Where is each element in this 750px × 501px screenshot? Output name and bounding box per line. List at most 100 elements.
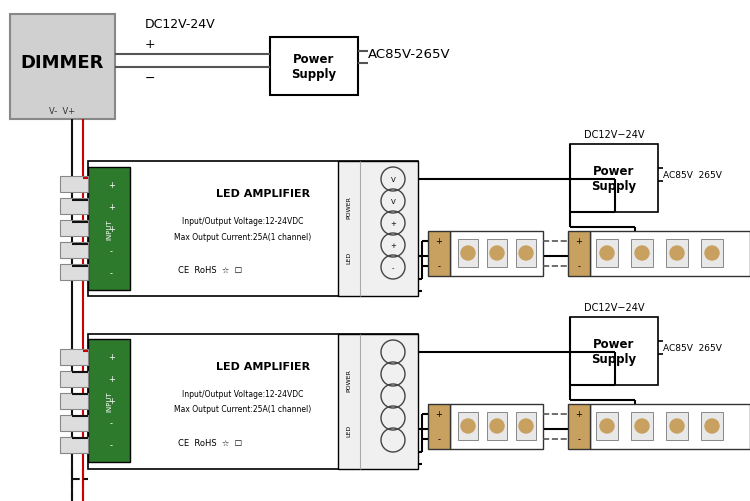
Text: -: - bbox=[110, 269, 112, 278]
Bar bbox=[596, 239, 618, 268]
Text: INPUT: INPUT bbox=[106, 390, 112, 411]
Bar bbox=[631, 239, 653, 268]
Bar bbox=[60, 265, 88, 281]
Text: Max Output Current:25A(1 channel): Max Output Current:25A(1 channel) bbox=[174, 405, 312, 414]
Bar bbox=[428, 404, 450, 449]
Text: LED: LED bbox=[346, 423, 352, 436]
Text: -: - bbox=[437, 262, 440, 271]
Bar bbox=[88, 162, 418, 297]
Bar bbox=[590, 404, 750, 449]
Bar bbox=[666, 412, 688, 440]
Bar bbox=[458, 239, 478, 268]
Text: LED: LED bbox=[346, 251, 352, 263]
Text: -: - bbox=[578, 435, 580, 443]
Circle shape bbox=[519, 419, 533, 433]
Text: LED AMPLIFIER: LED AMPLIFIER bbox=[216, 188, 310, 198]
Text: Power
Supply: Power Supply bbox=[592, 337, 637, 365]
Bar bbox=[701, 412, 723, 440]
Text: -: - bbox=[392, 265, 394, 271]
Circle shape bbox=[600, 246, 614, 261]
Bar bbox=[487, 239, 507, 268]
Bar bbox=[458, 412, 478, 440]
Bar bbox=[666, 239, 688, 268]
Bar bbox=[60, 198, 88, 214]
Text: +: + bbox=[145, 38, 156, 51]
Text: +: + bbox=[436, 410, 442, 419]
Text: Power
Supply: Power Supply bbox=[292, 53, 337, 81]
Circle shape bbox=[670, 419, 684, 433]
Bar bbox=[60, 415, 88, 431]
Text: +: + bbox=[390, 242, 396, 248]
Text: CE  RoHS  ☆  ☐: CE RoHS ☆ ☐ bbox=[178, 438, 242, 446]
Text: DIMMER: DIMMER bbox=[21, 54, 104, 71]
Text: +: + bbox=[108, 353, 115, 362]
Text: DC12V−24V: DC12V−24V bbox=[584, 303, 644, 313]
Text: AC85V  265V: AC85V 265V bbox=[663, 343, 722, 352]
Text: AC85V  265V: AC85V 265V bbox=[663, 171, 722, 180]
Text: Power
Supply: Power Supply bbox=[592, 165, 637, 192]
Bar bbox=[88, 339, 130, 462]
Text: +: + bbox=[108, 375, 115, 384]
Circle shape bbox=[670, 246, 684, 261]
Bar bbox=[487, 412, 507, 440]
Bar bbox=[516, 412, 536, 440]
Text: POWER: POWER bbox=[346, 368, 352, 391]
Text: -: - bbox=[110, 419, 112, 428]
Text: +: + bbox=[108, 203, 115, 212]
Bar bbox=[428, 231, 450, 277]
Bar bbox=[570, 317, 658, 385]
Bar bbox=[701, 239, 723, 268]
Bar bbox=[60, 437, 88, 453]
Text: +: + bbox=[575, 237, 583, 246]
Text: -: - bbox=[437, 435, 440, 443]
Text: -: - bbox=[110, 440, 112, 449]
Bar bbox=[570, 145, 658, 212]
Text: Input/Output Voltage:12-24VDC: Input/Output Voltage:12-24VDC bbox=[182, 217, 304, 226]
Bar bbox=[590, 231, 750, 277]
Circle shape bbox=[519, 246, 533, 261]
Bar bbox=[60, 177, 88, 192]
Text: −: − bbox=[145, 72, 155, 85]
Text: +: + bbox=[108, 225, 115, 234]
Circle shape bbox=[705, 246, 719, 261]
Text: INPUT: INPUT bbox=[106, 219, 112, 239]
Text: +: + bbox=[575, 410, 583, 419]
Text: -: - bbox=[578, 262, 580, 271]
Bar bbox=[270, 38, 358, 96]
Bar bbox=[568, 231, 590, 277]
Bar bbox=[338, 334, 418, 469]
Text: Input/Output Voltage:12-24VDC: Input/Output Voltage:12-24VDC bbox=[182, 390, 304, 399]
Text: POWER: POWER bbox=[346, 196, 352, 218]
Bar bbox=[450, 404, 543, 449]
Text: Max Output Current:25A(1 channel): Max Output Current:25A(1 channel) bbox=[174, 232, 312, 241]
Text: AC85V-265V: AC85V-265V bbox=[368, 49, 451, 62]
Bar bbox=[60, 220, 88, 236]
Circle shape bbox=[705, 419, 719, 433]
Bar bbox=[88, 168, 130, 291]
Circle shape bbox=[490, 246, 504, 261]
Bar bbox=[596, 412, 618, 440]
Text: CE  RoHS  ☆  ☐: CE RoHS ☆ ☐ bbox=[178, 265, 242, 274]
Text: -: - bbox=[110, 247, 112, 256]
Text: +: + bbox=[436, 237, 442, 246]
Text: DC12V-24V: DC12V-24V bbox=[145, 18, 216, 31]
Bar bbox=[450, 231, 543, 277]
Text: +: + bbox=[108, 181, 115, 190]
Text: V: V bbox=[391, 198, 395, 204]
Text: +: + bbox=[108, 397, 115, 406]
Circle shape bbox=[600, 419, 614, 433]
Bar bbox=[516, 239, 536, 268]
Circle shape bbox=[635, 246, 649, 261]
Bar bbox=[631, 412, 653, 440]
Circle shape bbox=[490, 419, 504, 433]
Bar bbox=[568, 404, 590, 449]
Bar bbox=[60, 393, 88, 409]
Circle shape bbox=[461, 419, 475, 433]
Bar bbox=[338, 162, 418, 297]
Text: V-  V+: V- V+ bbox=[50, 107, 76, 116]
Text: LED AMPLIFIER: LED AMPLIFIER bbox=[216, 361, 310, 371]
Text: +: + bbox=[390, 220, 396, 226]
Bar bbox=[60, 242, 88, 259]
Bar bbox=[60, 371, 88, 387]
Bar bbox=[88, 334, 418, 469]
